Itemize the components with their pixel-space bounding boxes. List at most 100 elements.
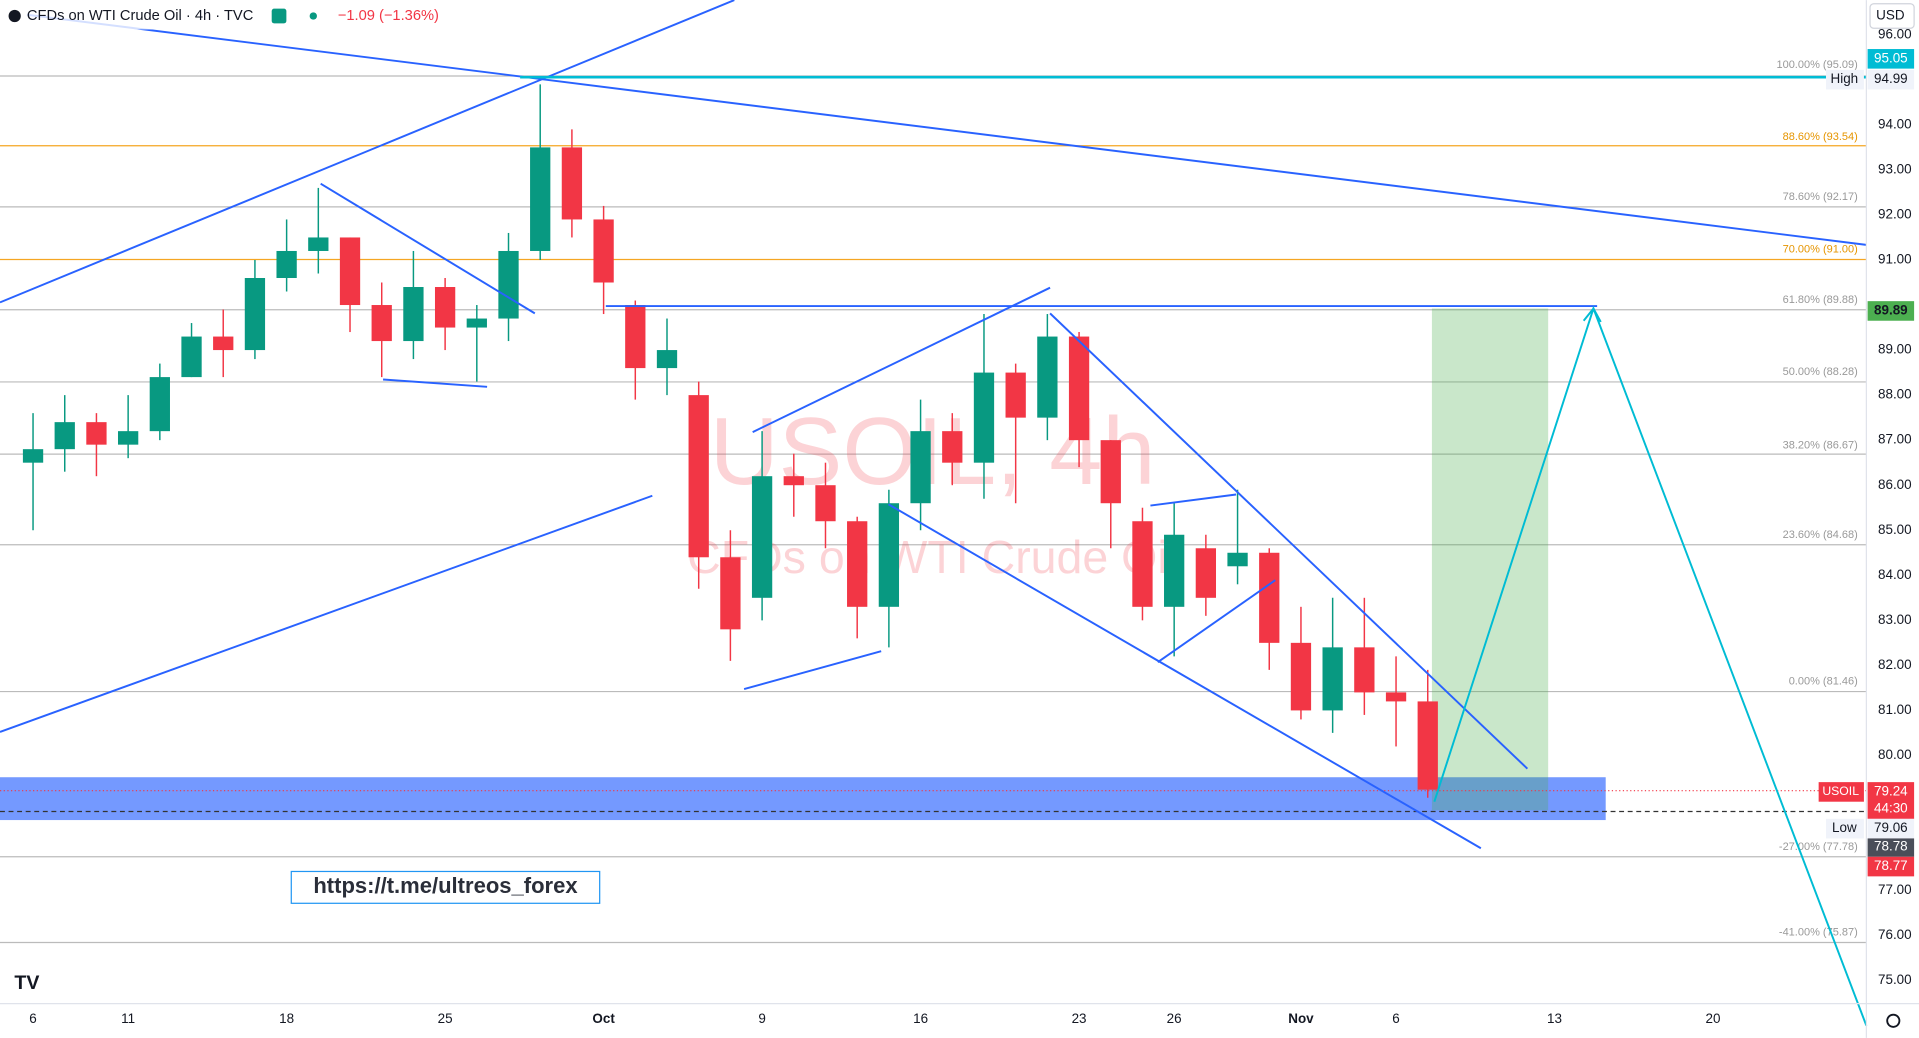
candle-body xyxy=(720,557,741,630)
candle-body xyxy=(213,336,234,351)
candle-body xyxy=(149,377,170,432)
price-tag-bg xyxy=(1867,856,1915,877)
x-tick-label: 6 xyxy=(1392,1011,1399,1026)
price-tag-bg xyxy=(1867,301,1915,321)
y-tick-label: 91.00 xyxy=(1878,252,1912,267)
y-tick-label: 84.00 xyxy=(1878,567,1912,582)
y-tick-label: 76.00 xyxy=(1878,927,1912,942)
price-change: −1.09 (−1.36%) xyxy=(338,8,439,24)
trend-line xyxy=(752,286,1051,433)
link-box xyxy=(290,870,601,904)
price-tag-bg xyxy=(1867,69,1915,90)
tag-label-bg xyxy=(1825,818,1864,839)
x-tick-label: 13 xyxy=(1547,1011,1562,1026)
y-tick-label: 86.00 xyxy=(1878,477,1912,492)
x-tick-label: 25 xyxy=(438,1011,453,1026)
fib-label: 0.00% (81.46) xyxy=(1789,676,1858,688)
y-tick-label: 93.00 xyxy=(1878,161,1912,176)
fib-label: -41.00% (75.87) xyxy=(1779,927,1858,939)
x-tick-label: 16 xyxy=(913,1011,928,1026)
candle-body xyxy=(1164,534,1185,607)
candle-body xyxy=(244,278,266,351)
candle-body xyxy=(1132,521,1153,607)
y-tick-label: 80.00 xyxy=(1878,747,1912,762)
price-tag: 78.78 xyxy=(1874,839,1908,854)
candle-body xyxy=(434,287,456,328)
candle-body xyxy=(1417,701,1438,790)
x-tick-label: Nov xyxy=(1288,1011,1314,1026)
y-tick-label: 83.00 xyxy=(1878,612,1912,627)
symbol-title: CFDs on WTI Crude Oil · 4h · TVC xyxy=(27,8,254,24)
trend-line xyxy=(0,494,653,733)
candle-body xyxy=(910,431,931,504)
candle-body xyxy=(86,422,107,445)
x-tick-label: 11 xyxy=(121,1011,135,1026)
candle-body xyxy=(403,287,424,342)
candle-body xyxy=(1195,548,1217,598)
x-tick-label: Oct xyxy=(592,1011,615,1026)
candle-body xyxy=(1354,647,1375,693)
candle-body xyxy=(878,503,900,607)
candle-body xyxy=(339,237,361,306)
candle-body xyxy=(1037,336,1058,418)
fib-label: 78.60% (92.17) xyxy=(1783,191,1858,203)
candle-body xyxy=(815,485,836,522)
candle-body xyxy=(276,250,297,279)
candle-body xyxy=(371,305,392,342)
arrow-head xyxy=(1582,306,1602,323)
settings-icon[interactable] xyxy=(1886,1013,1901,1028)
currency-select[interactable] xyxy=(1869,3,1915,29)
y-tick-label: 88.00 xyxy=(1878,387,1912,402)
market-icon xyxy=(271,8,287,24)
logo: TV xyxy=(14,972,39,994)
trend-line xyxy=(320,182,536,315)
y-tick-label: 81.00 xyxy=(1878,702,1912,717)
candle-body xyxy=(973,372,995,463)
candle-body xyxy=(1290,642,1312,711)
fib-label: 70.00% (91.00) xyxy=(1783,244,1858,256)
y-tick-label: 85.00 xyxy=(1878,522,1912,537)
candle-body xyxy=(466,318,487,328)
target-zone xyxy=(1431,308,1549,811)
y-tick-label: 96.00 xyxy=(1878,26,1912,41)
candle-body xyxy=(783,476,804,486)
candle-body xyxy=(751,476,773,598)
candle-body xyxy=(22,449,44,463)
y-tick-label: 82.00 xyxy=(1878,657,1912,672)
trend-line xyxy=(743,650,882,691)
x-tick-label: 23 xyxy=(1072,1011,1087,1026)
candle-body xyxy=(498,250,519,319)
countdown: 44:30 xyxy=(1874,801,1908,816)
price-tag-bg xyxy=(1867,838,1915,857)
x-tick-label: 18 xyxy=(279,1011,294,1026)
price-tag: 79.06 xyxy=(1874,820,1908,835)
currency-label[interactable]: USD xyxy=(1876,8,1905,23)
price-tag-bg xyxy=(1867,49,1915,69)
candle-body xyxy=(1259,552,1280,643)
fib-label: 38.20% (86.67) xyxy=(1783,439,1858,451)
trend-line xyxy=(888,503,1482,850)
fib-label: 88.60% (93.54) xyxy=(1783,131,1858,143)
x-tick-label: 26 xyxy=(1167,1011,1182,1026)
link-text: https://t.me/ultreos_forex xyxy=(313,873,578,898)
y-tick-label: 92.00 xyxy=(1878,207,1912,222)
trend-line xyxy=(1150,493,1237,507)
candle-body xyxy=(561,147,583,220)
candle-body xyxy=(308,237,329,251)
candle-body xyxy=(1227,552,1248,567)
y-tick-label: 87.00 xyxy=(1878,432,1912,447)
fib-label: 50.00% (88.28) xyxy=(1783,366,1858,378)
candle-body xyxy=(1100,440,1121,504)
price-tag: 79.24 xyxy=(1874,783,1908,798)
candle-body xyxy=(942,431,963,463)
fib-label: -27.00% (77.78) xyxy=(1779,841,1858,853)
tag-label-bg xyxy=(1825,69,1864,90)
candle-body xyxy=(625,305,646,369)
x-tick-label: 20 xyxy=(1706,1011,1721,1026)
fib-label: 100.00% (95.09) xyxy=(1776,59,1857,71)
y-tick-label: 94.00 xyxy=(1878,116,1912,131)
price-tag-bg xyxy=(1867,782,1915,819)
candle-body xyxy=(1322,647,1343,711)
